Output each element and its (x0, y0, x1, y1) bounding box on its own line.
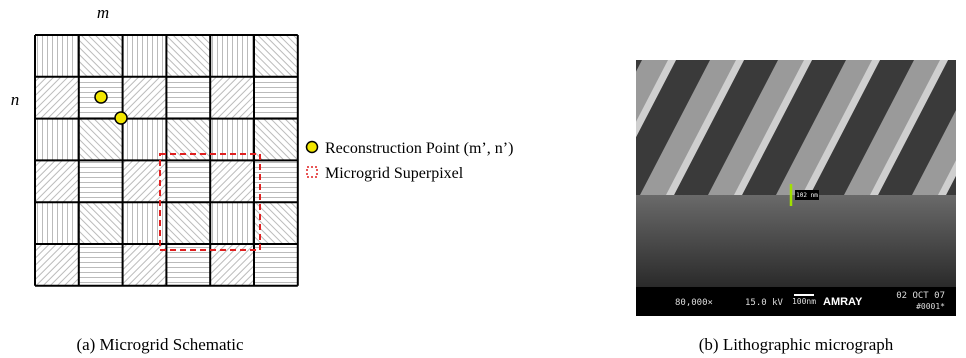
legend-marker (307, 142, 318, 153)
grid-cell (210, 160, 254, 202)
grid-cell (79, 244, 123, 286)
grid-cell (35, 35, 79, 77)
grid-cell (79, 160, 123, 202)
sem-info: 02 OCT 07 (896, 291, 945, 301)
grid-cell (166, 77, 210, 119)
microgrid (35, 35, 298, 286)
caption: (a) Microgrid Schematic (76, 335, 244, 354)
grid-cell (166, 160, 210, 202)
grid-cell (123, 77, 167, 119)
grid-cell (79, 202, 123, 244)
legend-label: Reconstruction Point (m’, n’) (325, 140, 513, 157)
reconstruction-point (115, 112, 127, 124)
grid-cell (254, 244, 298, 286)
row-label: n (11, 90, 20, 109)
sem-info: 15.0 kV (745, 298, 784, 308)
grid-cell (210, 35, 254, 77)
legend-marker (307, 167, 317, 177)
grid-cell (254, 35, 298, 77)
sem-info: 100nm (792, 297, 816, 306)
grid-cell (166, 35, 210, 77)
grid-cell (35, 202, 79, 244)
grid-cell (210, 77, 254, 119)
grid-cell (123, 35, 167, 77)
sem-info: 80,000× (675, 298, 713, 308)
grid-cell (35, 77, 79, 119)
grid-cell (79, 119, 123, 161)
grid-cell (210, 202, 254, 244)
sem-info: #0001* (916, 302, 945, 311)
grid-cell (123, 244, 167, 286)
micrograph (572, 60, 966, 316)
caption: (b) Lithographic micrograph (699, 335, 894, 354)
legend-label: Microgrid Superpixel (325, 165, 464, 182)
grid-cell (35, 244, 79, 286)
grid-cell (35, 119, 79, 161)
grid-cell (166, 202, 210, 244)
grid-cell (79, 35, 123, 77)
col-label: m (97, 3, 109, 22)
grid-cell (35, 160, 79, 202)
grid-cell (254, 77, 298, 119)
measure-label: 102 nm (796, 192, 818, 199)
reconstruction-point (95, 91, 107, 103)
sem-info: AMRAY (823, 296, 863, 308)
figure: m n Reconstruction Point (m’, n’) Microg… (0, 0, 966, 358)
